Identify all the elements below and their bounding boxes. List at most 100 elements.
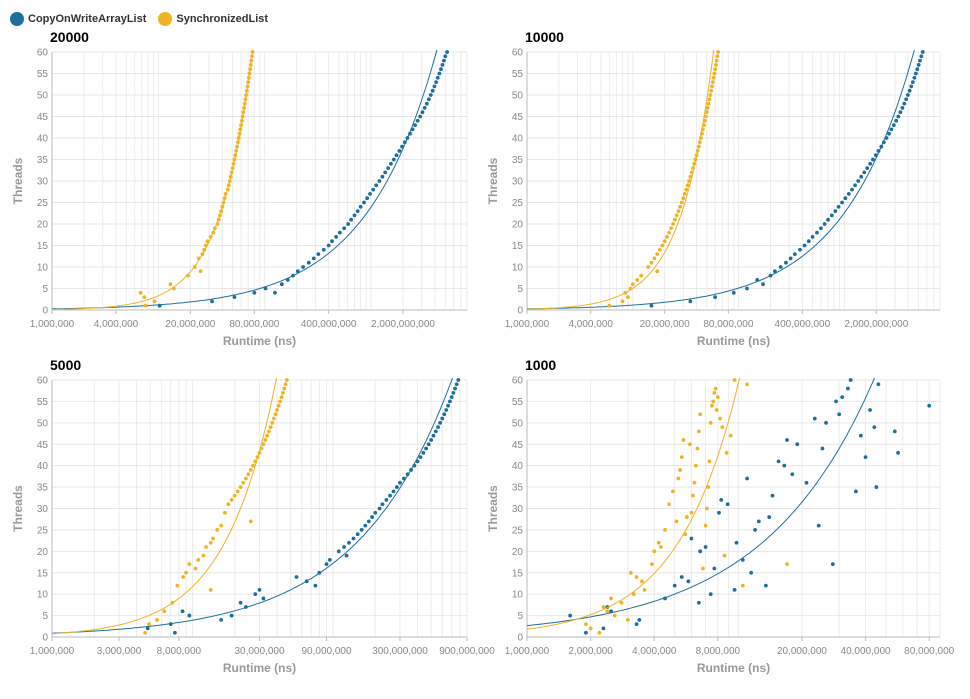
data-point-synchronized[interactable] <box>713 67 718 72</box>
data-point-copyonwrite[interactable] <box>238 600 243 605</box>
data-point-synchronized[interactable] <box>684 187 689 192</box>
data-point-synchronized[interactable] <box>706 485 711 489</box>
data-point-copyonwrite[interactable] <box>816 523 821 528</box>
data-point-synchronized[interactable] <box>216 217 221 222</box>
data-point-copyonwrite[interactable] <box>334 235 339 239</box>
data-point-copyonwrite[interactable] <box>802 243 807 248</box>
data-point-copyonwrite[interactable] <box>415 459 420 464</box>
data-point-copyonwrite[interactable] <box>453 386 457 391</box>
data-point-synchronized[interactable] <box>673 217 677 222</box>
data-point-copyonwrite[interactable] <box>785 438 789 442</box>
data-point-copyonwrite[interactable] <box>326 243 331 248</box>
data-point-copyonwrite[interactable] <box>865 166 870 171</box>
data-point-copyonwrite[interactable] <box>902 101 907 106</box>
data-point-copyonwrite[interactable] <box>778 265 783 269</box>
data-point-copyonwrite[interactable] <box>337 230 342 235</box>
data-point-copyonwrite[interactable] <box>145 626 150 631</box>
data-point-copyonwrite[interactable] <box>858 433 863 438</box>
data-point-synchronized[interactable] <box>688 442 692 447</box>
data-point-copyonwrite[interactable] <box>788 256 793 261</box>
data-point-copyonwrite[interactable] <box>884 136 889 140</box>
data-point-copyonwrite[interactable] <box>349 217 353 222</box>
data-point-copyonwrite[interactable] <box>649 303 654 308</box>
data-point-copyonwrite[interactable] <box>257 587 262 592</box>
data-point-copyonwrite[interactable] <box>440 416 445 421</box>
data-point-copyonwrite[interactable] <box>384 498 389 502</box>
data-point-synchronized[interactable] <box>221 200 226 205</box>
data-point-synchronized[interactable] <box>692 161 697 166</box>
data-point-synchronized[interactable] <box>584 622 588 627</box>
data-point-copyonwrite[interactable] <box>445 50 450 54</box>
data-point-copyonwrite[interactable] <box>822 222 827 226</box>
data-point-synchronized[interactable] <box>222 196 227 201</box>
data-point-copyonwrite[interactable] <box>708 592 713 597</box>
data-point-synchronized[interactable] <box>229 170 234 175</box>
data-point-synchronized[interactable] <box>239 123 243 127</box>
data-point-synchronized[interactable] <box>694 463 698 468</box>
data-point-synchronized[interactable] <box>227 179 232 183</box>
data-point-synchronized[interactable] <box>219 523 224 528</box>
data-point-copyonwrite[interactable] <box>879 144 884 149</box>
data-point-copyonwrite[interactable] <box>428 93 433 97</box>
data-point-synchronized[interactable] <box>745 382 749 387</box>
data-point-synchronized[interactable] <box>168 282 173 287</box>
data-point-synchronized[interactable] <box>246 472 251 477</box>
data-point-copyonwrite[interactable] <box>717 510 721 515</box>
data-point-copyonwrite[interactable] <box>157 303 162 308</box>
data-point-synchronized[interactable] <box>226 183 231 188</box>
data-point-synchronized[interactable] <box>707 97 712 102</box>
data-point-copyonwrite[interactable] <box>440 63 445 67</box>
data-point-synchronized[interactable] <box>619 600 624 605</box>
data-point-synchronized[interactable] <box>650 562 654 567</box>
data-point-synchronized[interactable] <box>219 209 224 214</box>
data-point-copyonwrite[interactable] <box>374 183 379 188</box>
data-point-synchronized[interactable] <box>184 570 188 575</box>
data-point-copyonwrite[interactable] <box>394 485 399 489</box>
data-point-synchronized[interactable] <box>628 570 633 575</box>
data-point-copyonwrite[interactable] <box>913 71 918 76</box>
data-point-copyonwrite[interactable] <box>219 617 224 622</box>
data-point-copyonwrite[interactable] <box>731 290 736 295</box>
data-point-copyonwrite[interactable] <box>830 562 835 567</box>
data-point-synchronized[interactable] <box>646 265 651 269</box>
data-point-copyonwrite[interactable] <box>405 136 410 140</box>
data-point-synchronized[interactable] <box>657 247 662 252</box>
data-point-synchronized[interactable] <box>279 395 284 400</box>
data-point-copyonwrite[interactable] <box>316 252 321 256</box>
data-point-copyonwrite[interactable] <box>373 510 378 515</box>
data-point-copyonwrite[interactable] <box>829 213 834 218</box>
data-point-copyonwrite[interactable] <box>424 101 429 106</box>
data-point-copyonwrite[interactable] <box>397 149 402 153</box>
data-point-synchronized[interactable] <box>676 209 681 214</box>
data-point-synchronized[interactable] <box>701 127 705 132</box>
data-point-copyonwrite[interactable] <box>342 226 347 231</box>
data-point-copyonwrite[interactable] <box>377 506 382 511</box>
data-point-synchronized[interactable] <box>232 157 237 162</box>
data-point-copyonwrite[interactable] <box>388 493 392 498</box>
data-point-copyonwrite[interactable] <box>834 399 838 404</box>
data-point-copyonwrite[interactable] <box>862 170 867 175</box>
data-point-copyonwrite[interactable] <box>873 153 878 158</box>
data-point-synchronized[interactable] <box>634 575 639 579</box>
data-point-synchronized[interactable] <box>740 583 745 588</box>
data-point-copyonwrite[interactable] <box>856 179 861 183</box>
data-point-copyonwrite[interactable] <box>887 131 891 136</box>
data-point-synchronized[interactable] <box>232 493 237 498</box>
data-point-copyonwrite[interactable] <box>362 200 366 205</box>
data-point-synchronized[interactable] <box>270 420 275 425</box>
data-point-copyonwrite[interactable] <box>355 532 360 537</box>
data-point-synchronized[interactable] <box>223 192 228 196</box>
data-point-synchronized[interactable] <box>248 468 253 472</box>
data-point-copyonwrite[interactable] <box>426 442 431 447</box>
data-point-copyonwrite[interactable] <box>891 123 896 127</box>
data-point-copyonwrite[interactable] <box>433 429 438 434</box>
data-point-synchronized[interactable] <box>203 243 208 248</box>
data-point-synchronized[interactable] <box>682 192 687 196</box>
data-point-copyonwrite[interactable] <box>366 519 371 524</box>
data-point-synchronized[interactable] <box>198 269 203 274</box>
data-point-copyonwrite[interactable] <box>686 579 691 584</box>
data-point-synchronized[interactable] <box>658 545 663 549</box>
data-point-copyonwrite[interactable] <box>601 626 606 631</box>
data-point-copyonwrite[interactable] <box>383 170 388 175</box>
data-point-copyonwrite[interactable] <box>792 252 797 256</box>
